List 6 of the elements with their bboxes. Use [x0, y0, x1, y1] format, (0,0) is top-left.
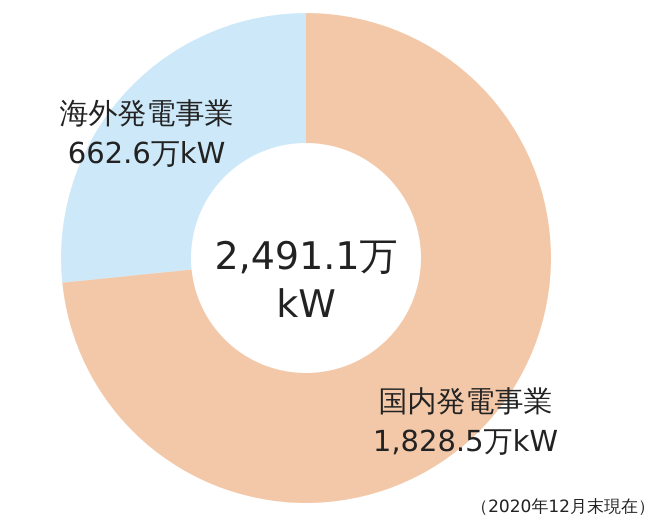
data-label: 662.6万kW [68, 136, 226, 170]
text: 2,491.1万 kW [214, 234, 398, 326]
slice-label: 国内発電事業 [378, 384, 552, 418]
slice-label: 海外発電事業 [60, 96, 234, 130]
data-label: 1,828.5万kW [372, 424, 558, 458]
text: （2020年12月末現在） [471, 497, 655, 517]
